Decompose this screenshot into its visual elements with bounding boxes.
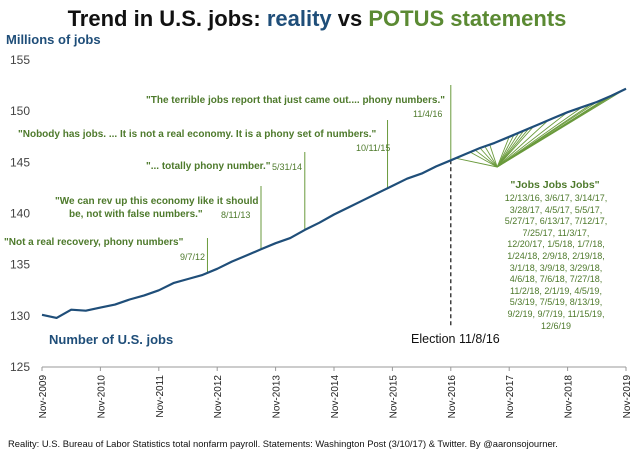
quote-1-text: "Not a real recovery, phony numbers" [4,236,183,249]
x-tick-label: Nov-2016 [447,375,458,419]
jobs-statement-line [496,88,627,168]
y-tick-label: 150 [10,104,30,118]
jobs-statement-line [479,147,498,168]
title-reality: reality [266,6,332,31]
jobs-statement-line [489,144,498,168]
title-prefix: Trend in U.S. jobs: [67,6,267,31]
x-tick-label: Nov-2013 [272,375,283,419]
chart-title: Trend in U.S. jobs: reality vs POTUS sta… [0,6,634,32]
jobs-statement-line [496,132,520,168]
quote-5-text: "The terrible jobs report that just came… [146,95,445,106]
quote-5-date: 11/4/16 [413,109,443,119]
jobs-statement-line [496,134,515,168]
quote-2-line-1: "We can rev up this economy like it shou… [55,196,259,207]
quote-4-date: 10/11/15 [356,143,391,153]
jobs-date-line: 3/28/17, 4/5/17, 5/5/17, [509,204,603,215]
y-tick-label: 155 [10,53,30,67]
jobs-date-line: 1/24/18, 2/9/18, 2/19/18, [507,250,605,261]
x-tick-label: Nov-2018 [564,375,575,419]
jobs-series-line [41,87,627,319]
title-vs: vs [331,6,369,31]
jobs-date-line: 7/25/17, 11/3/17, [522,227,590,238]
quote-2-date: 8/11/13 [221,210,251,220]
jobs-statement-line [496,120,549,168]
jobs-date-line: 12/20/17, 1/5/18, 1/7/18, [507,239,605,250]
jobs-date-line: 5/27/17, 6/13/17, 7/12/17, [504,216,608,227]
x-tick-label: Nov-2015 [388,375,399,419]
jobs-statement-line [496,126,534,168]
jobs-jobs-jobs-fan [455,88,627,168]
quote-3-date: 5/31/14 [272,162,303,172]
jobs-statement-line [484,146,498,168]
x-tick-label: Nov-2009 [38,375,49,419]
title-potus: POTUS statements [368,6,567,31]
jobs-date-line: 4/6/18, 7/6/18, 7/27/18, [509,274,603,285]
x-tick-label: Nov-2010 [96,375,107,419]
quote-4-text: "Nobody has jobs. ... It is not a real e… [18,129,377,140]
x-tick-label: Nov-2019 [622,375,633,419]
y-axis: 125 130 135 140 145 150 155 [10,53,30,374]
y-tick-label: 145 [10,155,30,169]
quote-2-text: "We can rev up this economy like it shou… [55,195,259,221]
x-tick-label: Nov-2012 [213,375,224,419]
election-label: Election 11/8/16 [411,332,500,346]
y-tick-label: 125 [10,360,30,374]
jobs-date-line: 3/1/18, 3/9/18, 3/29/18, [509,262,603,273]
jobs-statement-line [474,149,498,168]
quote-3-text: "... totally phony number." [146,161,271,172]
x-axis: Nov-2009 Nov-2010 Nov-2011 Nov-2012 Nov-2013… [38,366,633,419]
quote-1-line-1: "Not a real recovery, phony numbers" [4,237,184,248]
jobs-date-line: 11/2/18, 2/1/19, 4/5/19, [510,285,602,296]
y-tick-label: 130 [10,309,30,323]
jobs-statement-line [455,157,498,168]
jobs-quote-dates: 12/13/16, 3/6/17, 3/14/17, 3/28/17, 4/5/… [485,193,627,332]
jobs-date-line: 5/3/19, 7/5/19, 8/13/19, [509,297,603,308]
statement-leader-lines [206,85,452,273]
jobs-statement-line [470,151,498,168]
jobs-date-line: 12/6/19 [540,320,572,331]
jobs-statement-line [496,136,510,168]
y-axis-label: Millions of jobs [6,32,101,47]
jobs-statement-line [496,111,568,168]
y-tick-label: 135 [10,258,30,272]
jobs-quote-title: "Jobs Jobs Jobs" [510,179,600,191]
y-tick-label: 140 [10,207,30,221]
jobs-date-line: 12/13/16, 3/6/17, 3/14/17, [504,193,608,203]
source-note: Reality: U.S. Bureau of Labor Statistics… [8,438,558,449]
jobs-date-line: 9/2/19, 9/7/19, 11/15/19, [507,308,605,319]
series-label: Number of U.S. jobs [49,332,174,347]
x-tick-label: Nov-2014 [330,375,341,419]
quote-2-line-2: be, not with false numbers." [69,209,203,220]
x-tick-label: Nov-2017 [505,375,516,419]
quote-1-date: 9/7/12 [180,252,206,262]
x-tick-label: Nov-2011 [155,375,166,418]
